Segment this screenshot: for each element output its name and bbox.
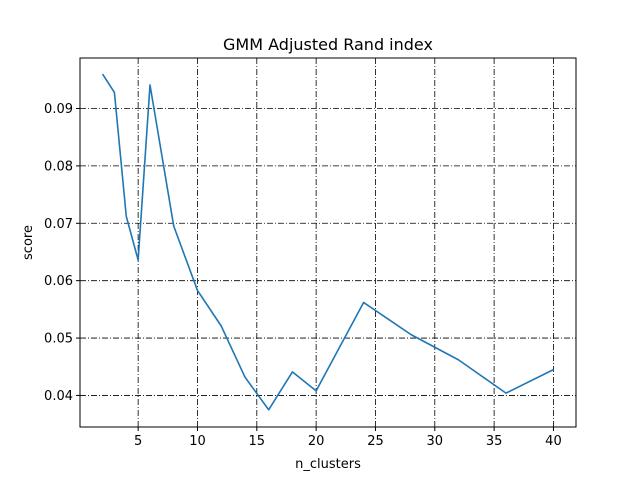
y-tick-label: 0.09 (44, 102, 73, 117)
x-tick-label: 35 (486, 434, 503, 449)
y-axis: 0.04 0.05 0.06 0.07 0.08 0.09 (44, 102, 80, 404)
chart-title: GMM Adjusted Rand index (223, 35, 433, 54)
x-axis: 5 10 15 20 25 30 35 40 (134, 427, 562, 449)
x-tick-label: 20 (308, 434, 325, 449)
grid (80, 58, 576, 427)
y-tick-label: 0.04 (44, 389, 73, 404)
x-axis-label: n_clusters (295, 457, 361, 472)
y-axis-label: score (21, 225, 36, 260)
y-tick-label: 0.08 (44, 159, 73, 174)
series-line (101, 73, 554, 411)
x-tick-label: 5 (134, 434, 142, 449)
series-layer (101, 73, 554, 411)
x-tick-label: 15 (249, 434, 266, 449)
x-tick-label: 40 (545, 434, 562, 449)
plot-frame (79, 57, 577, 428)
x-tick-label: 25 (367, 434, 384, 449)
y-tick-label: 0.05 (44, 332, 73, 347)
x-tick-label: 10 (189, 434, 206, 449)
y-tick-label: 0.06 (44, 274, 73, 289)
y-tick-label: 0.07 (44, 217, 73, 232)
x-tick-label: 30 (427, 434, 444, 449)
